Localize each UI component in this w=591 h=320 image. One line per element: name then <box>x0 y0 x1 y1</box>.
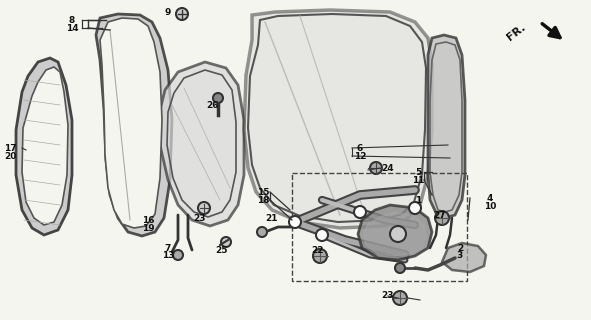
Circle shape <box>198 202 210 214</box>
Circle shape <box>370 162 382 174</box>
Polygon shape <box>428 35 465 218</box>
Text: 23: 23 <box>194 213 206 222</box>
Polygon shape <box>442 243 486 272</box>
Circle shape <box>409 202 421 214</box>
Polygon shape <box>100 18 162 228</box>
Text: 17: 17 <box>4 143 17 153</box>
Polygon shape <box>160 62 244 226</box>
Circle shape <box>395 263 405 273</box>
Circle shape <box>393 291 407 305</box>
Text: 12: 12 <box>354 151 366 161</box>
Text: 23: 23 <box>382 292 394 300</box>
Text: 16: 16 <box>142 215 154 225</box>
Text: 20: 20 <box>4 151 16 161</box>
Polygon shape <box>363 212 426 256</box>
Circle shape <box>313 249 327 263</box>
Text: 22: 22 <box>311 245 324 254</box>
Text: 8: 8 <box>69 15 75 25</box>
Circle shape <box>316 229 328 241</box>
Text: 18: 18 <box>256 196 269 204</box>
Text: 1: 1 <box>415 196 421 204</box>
Text: 4: 4 <box>487 194 493 203</box>
Text: 13: 13 <box>162 252 174 260</box>
Text: 15: 15 <box>256 188 269 196</box>
Polygon shape <box>16 58 72 235</box>
Polygon shape <box>22 67 68 225</box>
Text: 2: 2 <box>457 244 463 252</box>
Text: 10: 10 <box>484 202 496 211</box>
Text: 14: 14 <box>66 23 79 33</box>
Circle shape <box>354 206 366 218</box>
Text: 26: 26 <box>207 100 219 109</box>
Circle shape <box>173 250 183 260</box>
Text: 24: 24 <box>382 164 394 172</box>
Circle shape <box>221 237 231 247</box>
Text: 6: 6 <box>357 143 363 153</box>
Text: 7: 7 <box>165 244 171 252</box>
Circle shape <box>213 93 223 103</box>
Circle shape <box>176 8 188 20</box>
Circle shape <box>289 216 301 228</box>
Text: FR.: FR. <box>505 22 527 43</box>
Text: 11: 11 <box>412 175 424 185</box>
Polygon shape <box>244 10 432 228</box>
Text: 19: 19 <box>142 223 154 233</box>
Bar <box>292 173 467 281</box>
Text: 9: 9 <box>165 7 171 17</box>
Polygon shape <box>96 14 172 236</box>
Polygon shape <box>358 205 432 260</box>
Circle shape <box>257 227 267 237</box>
Circle shape <box>390 226 406 242</box>
Text: 3: 3 <box>457 252 463 260</box>
Text: 27: 27 <box>434 211 446 220</box>
Text: 25: 25 <box>216 245 228 254</box>
Text: 21: 21 <box>266 213 278 222</box>
Text: 5: 5 <box>415 167 421 177</box>
Circle shape <box>435 211 449 225</box>
